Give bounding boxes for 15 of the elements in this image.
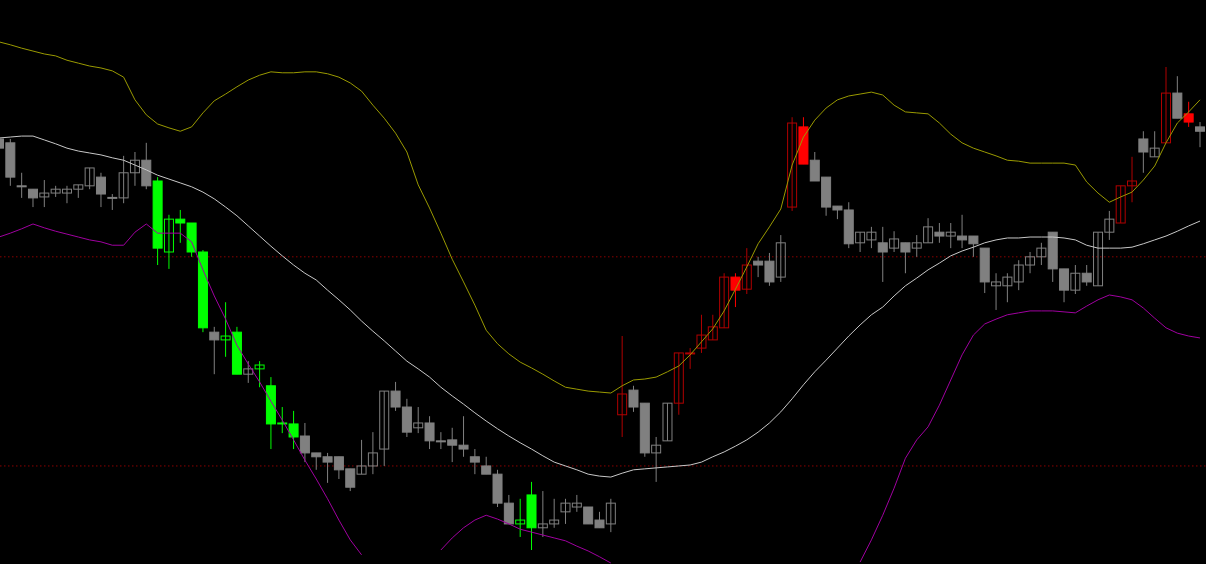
- candlestick: [787, 116, 798, 212]
- candlestick: [1149, 130, 1160, 158]
- candlestick: [16, 172, 27, 199]
- candlestick: [209, 326, 220, 375]
- candlestick: [469, 448, 480, 475]
- candlestick: [1195, 121, 1205, 148]
- candlestick: [254, 360, 265, 388]
- candlestick: [730, 272, 741, 308]
- candlestick: [243, 360, 254, 384]
- candlestick: [617, 335, 628, 438]
- candlestick: [1183, 101, 1194, 128]
- candlestick: [662, 402, 673, 442]
- candlestick: [741, 247, 752, 295]
- candlestick: [1161, 66, 1172, 144]
- candlestick: [1138, 130, 1149, 174]
